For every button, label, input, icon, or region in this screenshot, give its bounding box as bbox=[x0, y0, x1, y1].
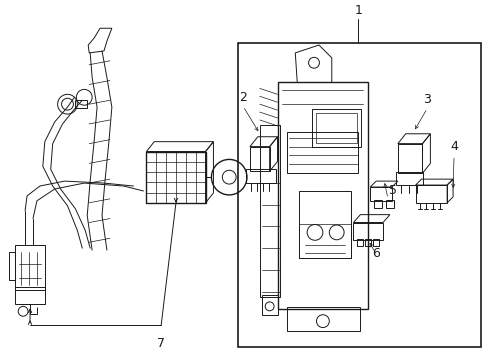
Text: 5: 5 bbox=[388, 184, 396, 197]
Bar bbox=[238, 43, 480, 347]
Bar bbox=[249, 147, 269, 171]
Bar bbox=[385, 200, 393, 208]
Bar bbox=[365, 239, 370, 246]
Bar bbox=[75, 100, 87, 108]
Bar bbox=[395, 172, 423, 185]
Bar bbox=[277, 82, 367, 309]
Bar bbox=[287, 132, 358, 173]
Text: 1: 1 bbox=[354, 4, 362, 17]
Bar bbox=[315, 113, 357, 143]
Bar bbox=[146, 152, 205, 203]
Bar bbox=[299, 191, 350, 258]
Bar bbox=[397, 144, 422, 173]
Bar bbox=[357, 239, 363, 246]
Text: 6: 6 bbox=[371, 247, 379, 260]
Bar bbox=[15, 245, 45, 289]
Bar bbox=[245, 169, 275, 183]
Bar bbox=[261, 296, 277, 315]
Bar bbox=[287, 307, 360, 331]
Bar bbox=[369, 187, 391, 201]
Bar bbox=[259, 125, 279, 297]
Bar bbox=[15, 287, 45, 304]
Text: 2: 2 bbox=[239, 91, 246, 104]
Bar bbox=[299, 224, 350, 258]
Bar bbox=[311, 109, 361, 147]
Text: 3: 3 bbox=[423, 93, 430, 106]
Bar bbox=[353, 222, 382, 240]
Bar bbox=[373, 200, 381, 208]
Text: 7: 7 bbox=[157, 337, 165, 350]
Text: 4: 4 bbox=[449, 140, 457, 153]
Bar bbox=[372, 239, 378, 246]
Bar bbox=[415, 185, 446, 203]
